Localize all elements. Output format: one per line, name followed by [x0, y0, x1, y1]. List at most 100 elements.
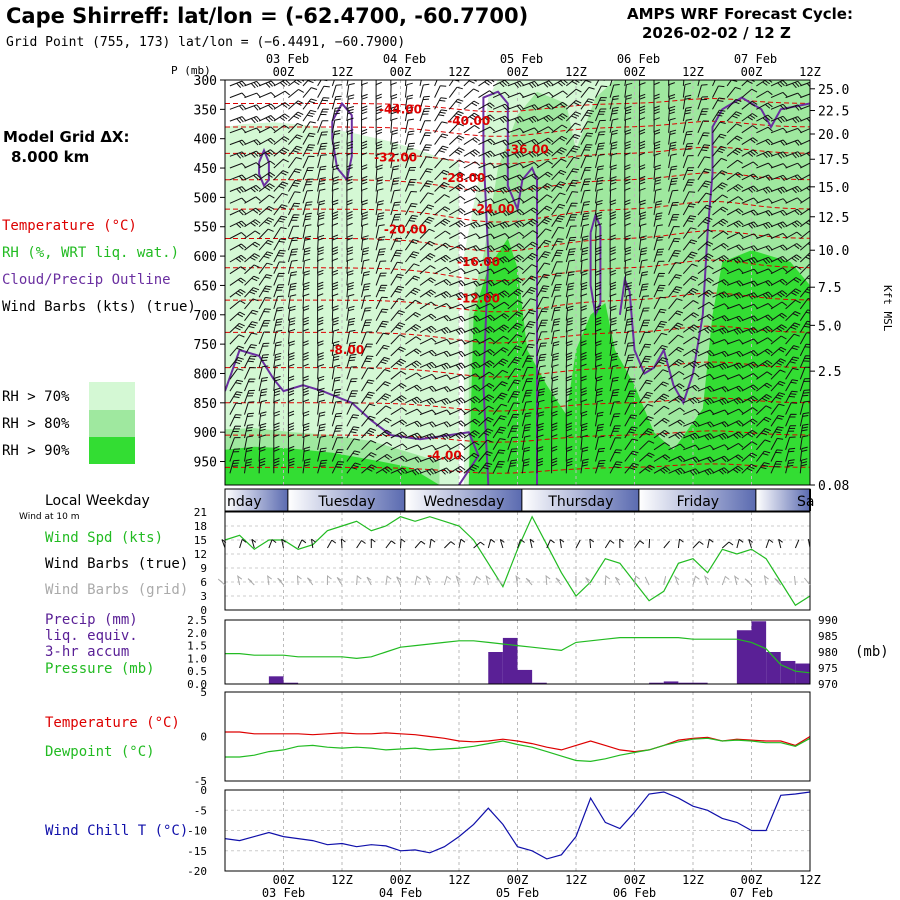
wind-barb [741, 149, 759, 157]
wind-barb [331, 400, 342, 415]
wind-barb [419, 277, 436, 286]
pressure-tick-label: 500 [194, 191, 217, 206]
wind-barb [317, 246, 324, 263]
wind-barb [448, 147, 465, 157]
panel-tick-label: -10 [187, 825, 207, 838]
wind-barb [507, 448, 518, 462]
wind-barb [229, 266, 246, 275]
wind-barb [375, 93, 382, 110]
wind-barb [390, 93, 398, 110]
wind-barb [624, 462, 639, 474]
wind-barb [478, 326, 495, 334]
wind-barb [595, 188, 604, 204]
wind-barb [756, 314, 773, 322]
wind-barb [288, 100, 304, 110]
wind-barb [463, 350, 481, 357]
wind-barb [346, 199, 353, 215]
wind-barb [346, 354, 357, 368]
wind-barb [346, 129, 354, 145]
wind-barb [492, 103, 510, 110]
wind-barb [492, 267, 510, 275]
wind-barb [331, 130, 341, 145]
wind-barb [726, 397, 744, 405]
weekday-segment [225, 489, 289, 511]
wind-barb [273, 341, 282, 356]
wind-barb [375, 117, 382, 133]
panel-tick-label: -20 [187, 865, 207, 878]
wind-barb [800, 116, 810, 123]
surface-wind-barb-true [619, 538, 624, 549]
wind-barb [273, 90, 291, 99]
wind-barb [302, 410, 310, 427]
wind-barb [507, 265, 524, 275]
wind-barb [492, 290, 510, 298]
wind-barb [741, 88, 758, 98]
wind-barb [463, 327, 481, 335]
wind-barb [697, 84, 708, 98]
surface-wind-barb-grid [267, 574, 272, 586]
surface-wind-barb-grid [425, 575, 431, 586]
wind-barb [668, 82, 675, 98]
wind-barb [375, 152, 383, 169]
wind-barb [595, 119, 606, 133]
wind-barb [638, 105, 646, 122]
wind-barb [449, 327, 466, 335]
wind-barb [419, 337, 437, 345]
wind-barb [551, 215, 565, 227]
wind-barb [726, 292, 744, 300]
wind-barb [609, 95, 620, 110]
wind-barb [785, 390, 798, 404]
wind-barb [536, 114, 554, 123]
wind-barbs [229, 80, 810, 476]
wind-barb [434, 266, 451, 275]
precip-bar [663, 681, 679, 684]
wind-barb [638, 379, 653, 392]
wind-barb [624, 414, 638, 427]
temperature-contour-line [225, 200, 810, 223]
wind-barb [770, 91, 788, 99]
wind-barb [507, 425, 519, 439]
wind-barb [609, 152, 618, 169]
wind-barb [492, 115, 510, 123]
wind-barb [799, 400, 810, 415]
wind-barb [434, 157, 449, 169]
wind-barb [478, 221, 496, 230]
precip-bar [532, 682, 547, 684]
wind-barb [741, 429, 758, 439]
wind-barb [258, 160, 276, 169]
wind-barb [317, 423, 326, 439]
wind-barb [331, 153, 340, 169]
wind-barb [258, 80, 276, 88]
wind-barb [375, 164, 383, 180]
wind-barb [405, 324, 422, 333]
wind-barb [799, 412, 810, 427]
wind-barb [595, 223, 603, 239]
panel-tick-label: 15 [194, 534, 207, 547]
wind-barb [712, 279, 729, 286]
wind-barb [712, 444, 730, 451]
wind-barb [536, 137, 554, 146]
wind-barb [273, 307, 284, 321]
wind-barb [390, 455, 408, 462]
wind-barb [565, 340, 573, 356]
surface-wind-barb-true [778, 538, 783, 549]
wind-barb [551, 295, 562, 310]
wind-barb [741, 125, 758, 134]
wind-barb [405, 432, 422, 440]
surface-wind-barb-true [268, 539, 277, 549]
wind-barb [507, 413, 520, 427]
wind-barb [229, 174, 247, 181]
surface-wind-barb-grid [326, 575, 332, 586]
surface-wind-barb-grid [247, 578, 255, 586]
wind-barb [638, 331, 651, 345]
precip-bar [283, 682, 299, 684]
wind-barb [551, 410, 558, 427]
wind-barb [551, 375, 559, 392]
panel-tick-label: 6 [200, 576, 207, 589]
wind-barb [244, 412, 254, 427]
wind-barb [492, 301, 510, 310]
wind-barb [244, 389, 255, 403]
wind-barb [331, 95, 342, 110]
wind-barb [785, 243, 802, 251]
